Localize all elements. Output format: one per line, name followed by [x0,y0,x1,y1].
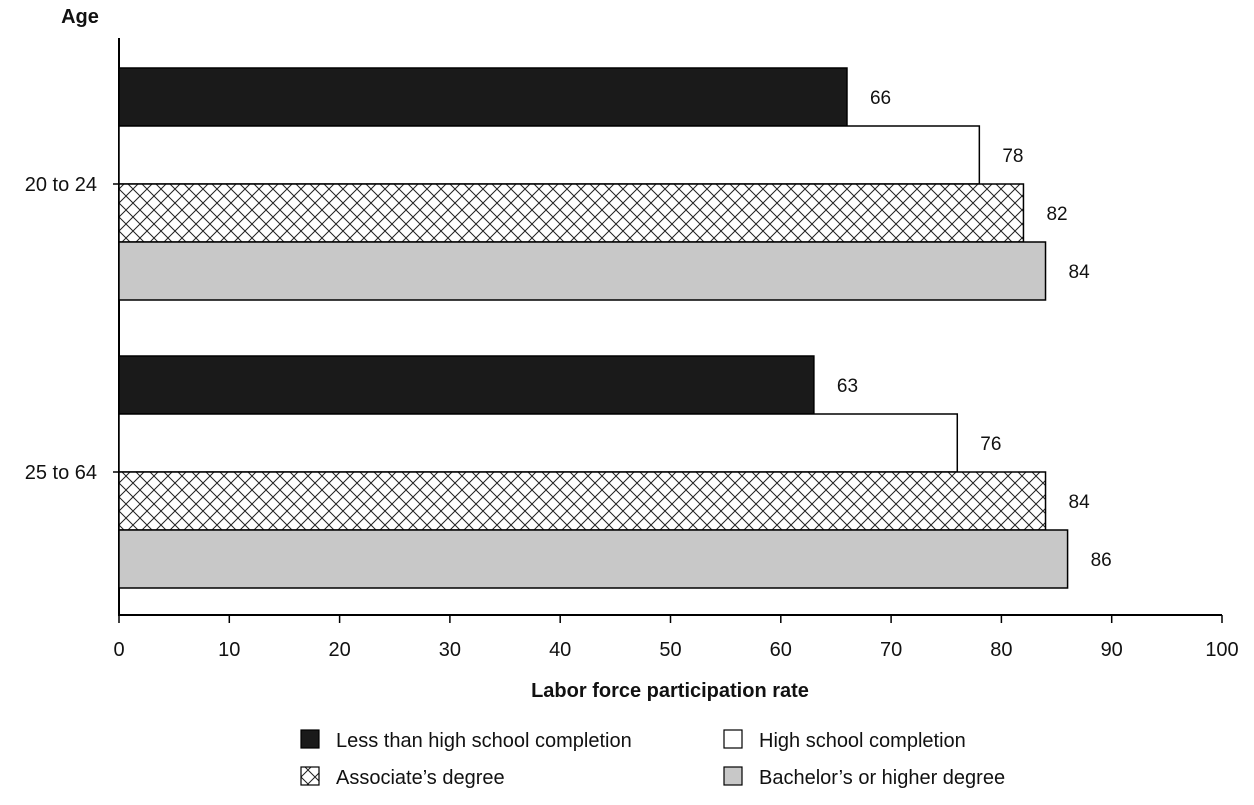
y-category-label: 25 to 64 [25,462,97,484]
bar [118,183,1025,243]
axis-layer: 0 10 20 30 40 50 60 70 80 90 100 Labor force partic… [25,6,1239,702]
y-axis-title: Age [61,6,99,28]
legend-swatch [723,729,743,749]
bar [118,529,1069,589]
y-category-label: 20 to 24 [25,174,97,196]
x-tick-label: 20 [328,639,350,661]
bar [118,355,815,415]
legend: Less than high school completion High sch… [300,729,1005,789]
bar-value-label: 76 [980,434,1001,455]
x-tick-label: 40 [549,639,571,661]
legend-label: High school completion [759,730,966,752]
x-axis-title: Labor force participation rate [531,680,809,702]
bar-value-label: 84 [1069,262,1091,283]
x-tick-label: 0 [113,639,124,661]
bar-value-label: 78 [1002,146,1023,167]
x-tick-label: 60 [770,639,792,661]
bar-value-label: 63 [837,376,858,397]
bar [118,413,959,473]
legend-label: Less than high school completion [336,730,632,752]
bar [118,241,1047,301]
legend-swatch [723,766,743,786]
legend-label: Bachelor’s or higher degree [759,767,1005,789]
x-tick-label: 70 [880,639,902,661]
x-tick-label: 30 [439,639,461,661]
bar-value-label: 86 [1091,550,1112,571]
legend-label: Associate’s degree [336,767,505,789]
legend-swatch [300,729,320,749]
legend-swatch [300,766,320,786]
x-tick-label: 50 [659,639,681,661]
bar [118,471,1047,531]
x-tick-label: 100 [1205,639,1238,661]
bar [118,125,981,185]
bar-value-label: 66 [870,88,891,109]
bars-layer: 66 78 82 84 63 76 84 86 [118,67,1112,589]
x-tick-label: 80 [990,639,1012,661]
bar-value-label: 82 [1046,204,1067,225]
bar-value-label: 84 [1069,492,1091,513]
x-tick-label: 10 [218,639,240,661]
x-tick-label: 90 [1101,639,1123,661]
bar [118,67,848,127]
